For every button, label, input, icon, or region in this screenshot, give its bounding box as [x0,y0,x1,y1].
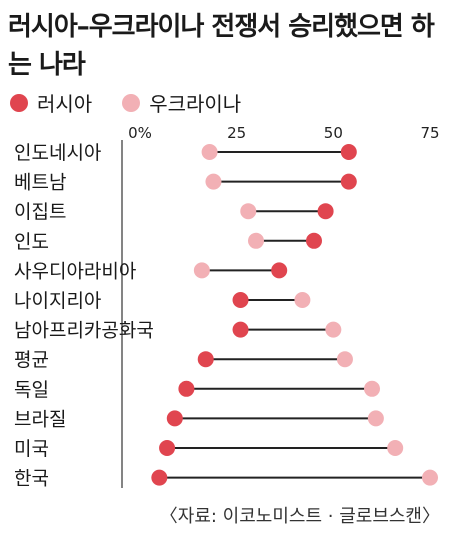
ukraine-point-5 [294,292,311,308]
russia-point-7 [197,351,214,368]
category-label-3: 인도 [14,231,49,253]
category-label-7: 평균 [14,349,49,371]
russia-point-6 [232,321,249,338]
ukraine-point-1 [205,173,222,190]
x-tick-label-0: 0% [128,124,152,142]
russia-point-1 [340,173,357,190]
ukraine-point-0 [201,144,218,160]
legend-label-russia: 러시아 [37,92,93,116]
russia-point-5 [232,292,249,308]
ukraine-point-8 [364,380,380,397]
category-label-0: 인도네시아 [14,142,101,164]
russia-point-0 [340,144,357,160]
x-tick-label-1: 25 [227,124,246,142]
source-note: 〈자료: 이코노미스트 · 글로브스캔〉 [159,506,440,527]
category-label-5: 나이지리아 [14,290,101,312]
ukraine-point-9 [367,410,384,427]
category-label-9: 브라질 [14,408,66,430]
category-label-4: 사우디아라비아 [14,260,136,282]
legend-swatch-russia [10,93,28,112]
legend-item-ukraine: 우크라이나 [122,88,241,117]
legend-item-russia: 러시아 [10,88,92,117]
legend: 러시아 우크라이나 [10,88,271,117]
ukraine-point-4 [193,262,210,279]
category-label-8: 독일 [14,379,49,401]
russia-point-11 [151,469,168,486]
ukraine-point-6 [325,321,342,338]
ukraine-point-2 [240,203,257,220]
russia-point-4 [271,262,288,279]
category-label-10: 미국 [14,438,49,460]
russia-point-2 [317,203,334,220]
category-label-2: 이집트 [14,201,66,223]
x-tick-label-3: 75 [420,124,439,142]
russia-point-9 [166,410,183,427]
category-label-1: 베트남 [14,172,66,194]
ukraine-point-3 [248,232,264,249]
legend-label-ukraine: 우크라이나 [149,92,242,116]
legend-swatch-ukraine [122,93,141,112]
ukraine-point-10 [387,440,404,456]
ukraine-point-7 [336,351,353,368]
category-label-6: 남아프리카공화국 [14,320,154,342]
x-tick-label-2: 50 [324,124,343,142]
russia-point-10 [159,440,176,456]
russia-point-8 [178,380,195,397]
russia-point-3 [306,232,322,249]
category-label-11: 한국 [14,468,49,490]
ukraine-point-11 [422,469,438,486]
chart-title: 러시아–우크라이나 전쟁서 승리했으면 하는 나라 [8,12,435,80]
